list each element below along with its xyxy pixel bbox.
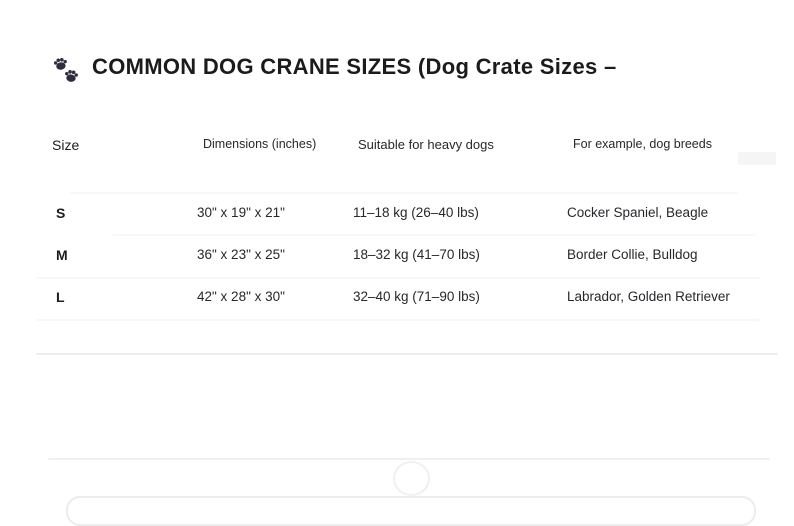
- cell-size: M: [56, 247, 68, 263]
- cell-weight: 11–18 kg (26–40 lbs): [353, 205, 479, 220]
- column-header-breeds: For example, dog breeds: [573, 137, 712, 151]
- header-divider-line: [70, 192, 738, 194]
- table-row: M 36" x 23" x 25" 18–32 kg (41–70 lbs) B…: [0, 247, 794, 267]
- row-divider-line: [112, 234, 756, 236]
- bottom-input-bar[interactable]: [66, 496, 756, 526]
- paw-prints-icon: [53, 56, 83, 88]
- edge-artifact-chip: [738, 152, 776, 165]
- column-header-size: Size: [52, 137, 80, 153]
- row-divider-line: [36, 319, 760, 321]
- table-row: L 42" x 28" x 30" 32–40 kg (71–90 lbs) L…: [0, 289, 794, 309]
- cell-breeds: Labrador, Golden Retriever: [567, 289, 730, 304]
- cell-size: S: [56, 205, 66, 221]
- table-row: S 30" x 19" x 21" 11–18 kg (26–40 lbs) C…: [0, 205, 794, 225]
- cell-weight: 32–40 kg (71–90 lbs): [353, 289, 480, 304]
- row-divider-line: [36, 277, 760, 279]
- page-title: COMMON DOG CRANE SIZES (Dog Crate Sizes …: [92, 54, 617, 79]
- cell-breeds: Border Collie, Bulldog: [567, 247, 698, 262]
- section-divider-line: [48, 458, 770, 460]
- page-divider-circle: [393, 461, 430, 496]
- cell-size: L: [56, 289, 65, 305]
- cell-dimensions: 42" x 28" x 30": [197, 289, 285, 304]
- column-header-weight: Suitable for heavy dogs: [358, 137, 494, 152]
- cell-breeds: Cocker Spaniel, Beagle: [567, 205, 709, 220]
- cell-weight: 18–32 kg (41–70 lbs): [353, 247, 480, 262]
- cell-dimensions: 36" x 23" x 25": [197, 247, 285, 262]
- cell-dimensions: 30" x 19" x 21": [197, 205, 285, 220]
- section-divider-line: [36, 353, 778, 355]
- column-header-dimensions: Dimensions (inches): [203, 137, 317, 151]
- table-header-row: Size Dimensions (inches) Suitable for he…: [0, 137, 794, 157]
